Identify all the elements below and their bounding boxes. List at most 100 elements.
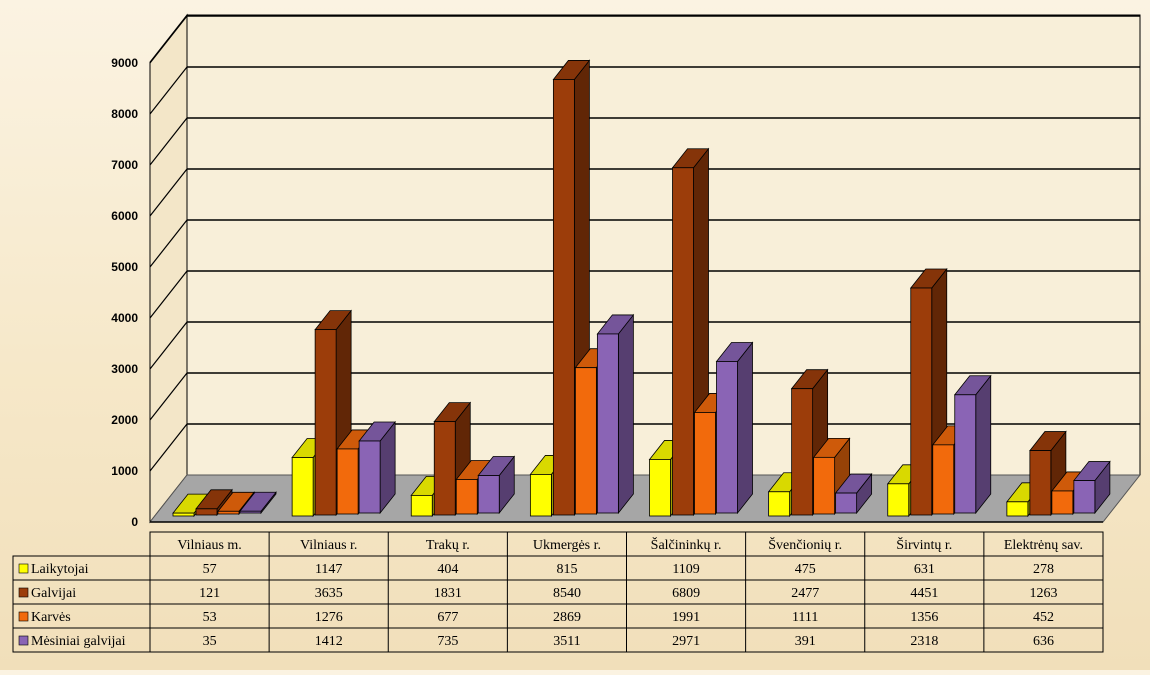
data-label: 2318 bbox=[910, 634, 938, 649]
x-category-label: Šalčininkų r. bbox=[651, 536, 722, 553]
data-label: 1147 bbox=[315, 562, 342, 577]
data-label: 121 bbox=[199, 586, 220, 601]
data-label: 53 bbox=[203, 610, 217, 625]
bar bbox=[596, 333, 619, 514]
bar-side bbox=[975, 374, 992, 515]
y-tick-label: 4000 bbox=[111, 311, 138, 325]
x-category-label: Širvintų r. bbox=[896, 536, 952, 553]
bar bbox=[410, 494, 433, 517]
bar bbox=[1006, 501, 1029, 517]
bar bbox=[239, 510, 262, 514]
y-tick-label: 2000 bbox=[111, 413, 138, 427]
bar bbox=[1051, 490, 1074, 515]
data-label: 278 bbox=[1033, 562, 1054, 577]
data-label: 35 bbox=[203, 634, 217, 649]
y-tick-label: 0 bbox=[131, 515, 138, 529]
gridline-side bbox=[149, 117, 188, 166]
bar bbox=[910, 287, 933, 516]
data-label: 452 bbox=[1033, 610, 1054, 625]
gridline-side bbox=[149, 423, 188, 472]
data-label: 57 bbox=[203, 562, 217, 577]
bar bbox=[649, 459, 671, 517]
data-label: 4451 bbox=[910, 586, 938, 601]
data-label: 391 bbox=[795, 634, 816, 649]
gridline-side bbox=[149, 270, 188, 319]
x-category-label: Elektrėnų sav. bbox=[1004, 538, 1083, 553]
data-label: 2869 bbox=[553, 610, 581, 625]
legend-series-label: Galvijai bbox=[31, 586, 76, 601]
bar bbox=[314, 329, 337, 516]
bar bbox=[574, 367, 597, 515]
data-label: 1111 bbox=[792, 610, 818, 625]
data-label: 8540 bbox=[553, 586, 581, 601]
bar bbox=[716, 361, 738, 514]
data-label: 1356 bbox=[910, 610, 938, 625]
gridline-side bbox=[149, 15, 188, 64]
bar bbox=[172, 512, 195, 517]
bar bbox=[932, 444, 955, 515]
y-tick-label: 5000 bbox=[111, 260, 138, 274]
data-label: 1109 bbox=[672, 562, 699, 577]
bar bbox=[217, 510, 240, 515]
data-label: 404 bbox=[437, 562, 458, 577]
x-category-label: Ukmergės r. bbox=[533, 538, 601, 553]
bar bbox=[768, 491, 791, 517]
bar bbox=[694, 412, 716, 515]
x-category-label: Vilniaus m. bbox=[177, 538, 242, 553]
data-label: 1991 bbox=[672, 610, 700, 625]
data-label: 636 bbox=[1033, 634, 1054, 649]
bar bbox=[552, 79, 575, 516]
legend-series-label: Laikytojai bbox=[31, 562, 89, 577]
gridline-side bbox=[149, 372, 188, 421]
gridline-side bbox=[149, 321, 188, 370]
data-label: 735 bbox=[437, 634, 458, 649]
bar bbox=[195, 508, 218, 516]
x-category-label: Švenčionių r. bbox=[768, 536, 842, 553]
legend-swatch bbox=[18, 563, 29, 574]
y-tick-label: 7000 bbox=[111, 158, 138, 172]
bar-side bbox=[617, 313, 634, 515]
data-label: 1276 bbox=[315, 610, 343, 625]
bar bbox=[954, 394, 977, 514]
bar-side bbox=[737, 341, 753, 515]
data-label: 1263 bbox=[1029, 586, 1057, 601]
legend-series-label: Karvės bbox=[31, 610, 71, 625]
bar bbox=[813, 456, 836, 515]
y-tick-label: 8000 bbox=[111, 107, 138, 121]
data-label: 1412 bbox=[315, 634, 343, 649]
data-label: 475 bbox=[795, 562, 816, 577]
bar bbox=[336, 448, 359, 515]
data-label: 677 bbox=[437, 610, 458, 625]
data-label: 3635 bbox=[315, 586, 343, 601]
data-table: Vilniaus m. Vilniaus r. Trakų r. Ukmergės r… bbox=[12, 531, 1104, 653]
bar bbox=[835, 492, 858, 514]
bar bbox=[1073, 480, 1096, 514]
bar bbox=[477, 475, 500, 514]
bar bbox=[887, 483, 910, 517]
y-tick-label: 3000 bbox=[111, 362, 138, 376]
y-tick-label: 6000 bbox=[111, 209, 138, 223]
legend-series-label: Mėsiniai galvijai bbox=[31, 634, 126, 649]
series-mėsiniai-galvijai bbox=[239, 313, 1111, 515]
bar bbox=[791, 388, 814, 516]
data-label: 631 bbox=[914, 562, 935, 577]
gridline-side bbox=[149, 66, 188, 115]
x-category-label: Vilniaus r. bbox=[300, 538, 358, 553]
bar bbox=[1029, 450, 1052, 516]
gridline-side bbox=[149, 219, 188, 268]
bar bbox=[672, 167, 694, 516]
legend-swatch bbox=[18, 611, 29, 622]
bar bbox=[455, 479, 478, 515]
gridline-side bbox=[149, 168, 188, 217]
data-label: 6809 bbox=[672, 586, 700, 601]
bar bbox=[433, 421, 456, 516]
data-label: 2477 bbox=[791, 586, 819, 601]
data-label: 3511 bbox=[553, 634, 580, 649]
legend-swatch bbox=[18, 635, 29, 646]
data-label: 2971 bbox=[672, 634, 700, 649]
data-label: 815 bbox=[556, 562, 577, 577]
y-tick-label: 1000 bbox=[111, 464, 138, 478]
y-tick-label: 9000 bbox=[111, 56, 138, 70]
